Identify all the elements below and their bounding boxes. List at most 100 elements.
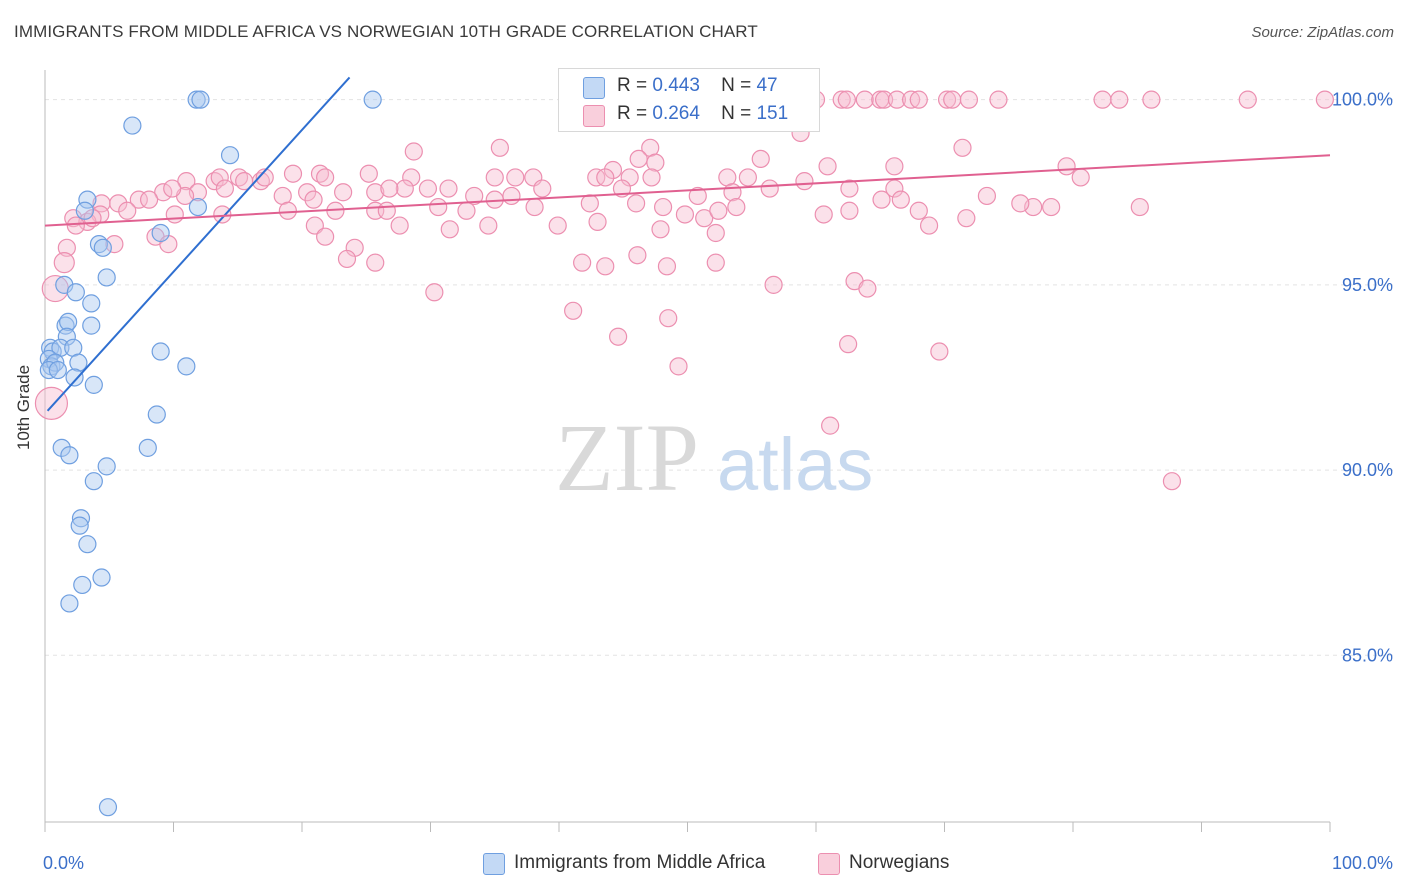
data-point — [930, 342, 949, 361]
data-point — [46, 353, 65, 372]
data-point — [840, 201, 859, 220]
data-point — [764, 275, 783, 294]
data-point — [93, 238, 112, 257]
data-point — [59, 312, 78, 332]
data-point — [390, 216, 409, 235]
data-point — [675, 205, 695, 224]
data-point — [502, 186, 521, 206]
data-point — [629, 149, 648, 169]
watermark-atlas: atlas — [717, 423, 873, 506]
data-point — [84, 472, 103, 491]
data-point — [278, 201, 297, 220]
data-point — [959, 90, 979, 109]
data-point — [57, 238, 76, 257]
trend-lines — [44, 76, 1331, 412]
bottom-legend-swatch-blue — [483, 853, 505, 875]
chart-title: IMMIGRANTS FROM MIDDLE AFRICA VS NORWEGI… — [14, 22, 758, 41]
data-point — [235, 172, 254, 191]
data-point — [688, 186, 707, 206]
data-point — [506, 168, 525, 187]
data-point — [366, 183, 385, 202]
data-point — [316, 168, 335, 187]
data-point — [837, 90, 856, 109]
data-point — [751, 149, 770, 169]
trend-line-blue — [46, 76, 351, 412]
data-point — [123, 116, 142, 135]
data-point — [485, 168, 504, 187]
data-point — [82, 316, 101, 335]
data-point — [48, 360, 67, 380]
data-point — [366, 253, 385, 272]
data-point — [596, 257, 615, 276]
data-point — [60, 446, 79, 465]
data-point — [105, 235, 124, 254]
data-point — [139, 190, 159, 209]
data-point — [97, 268, 116, 287]
y-tick-label: 85.0% — [1342, 645, 1393, 665]
data-point — [669, 357, 688, 376]
data-point — [154, 183, 173, 202]
data-point — [760, 179, 779, 198]
data-point — [34, 386, 69, 420]
data-point — [1042, 197, 1061, 217]
data-point — [651, 220, 670, 239]
data-point — [937, 90, 957, 109]
legend-text-blue: R = 0.443 N = 47 — [617, 75, 778, 96]
data-point — [359, 164, 378, 183]
data-point — [479, 216, 498, 235]
data-point — [418, 179, 438, 198]
data-point — [832, 90, 851, 109]
data-point — [891, 190, 910, 209]
data-point — [1011, 194, 1030, 213]
data-point — [165, 205, 184, 224]
legend-text-pink: R = 0.264 N = 151 — [617, 103, 789, 124]
data-point — [657, 257, 677, 276]
data-point — [402, 168, 421, 187]
data-point — [66, 216, 85, 235]
data-point — [858, 279, 877, 298]
middle-africa-points — [39, 90, 382, 817]
data-point — [953, 138, 972, 157]
data-point — [283, 164, 303, 183]
data-point — [151, 223, 170, 243]
data-point — [1093, 90, 1112, 109]
data-point — [821, 416, 840, 435]
data-point — [53, 252, 75, 274]
data-point — [977, 186, 997, 206]
data-point — [305, 216, 324, 235]
y-tick-label: 100.0% — [1332, 90, 1393, 110]
data-point — [163, 179, 182, 198]
data-point — [97, 457, 116, 476]
data-point — [177, 172, 196, 191]
data-point — [855, 90, 874, 109]
data-point — [151, 342, 170, 361]
data-point — [465, 186, 484, 206]
data-point — [377, 201, 396, 220]
legend-swatch-blue — [583, 77, 605, 99]
data-point — [659, 309, 678, 328]
data-point — [304, 190, 323, 209]
data-point — [429, 197, 448, 217]
data-point — [642, 168, 661, 187]
y-axis-label: 10th Grade — [14, 364, 33, 450]
data-point — [457, 201, 476, 220]
data-point — [220, 146, 240, 165]
data-point — [1071, 168, 1090, 187]
data-point — [316, 227, 335, 246]
data-point — [92, 568, 111, 587]
data-point — [78, 535, 97, 554]
data-point — [872, 190, 891, 209]
legend-swatch-pink — [583, 105, 605, 127]
data-point — [738, 168, 757, 187]
data-point — [1110, 90, 1129, 109]
data-point — [943, 90, 962, 109]
data-point — [564, 301, 583, 320]
data-point — [1142, 90, 1161, 109]
x-tick-label: 0.0% — [43, 853, 84, 873]
data-point — [69, 353, 88, 372]
data-point — [653, 197, 673, 217]
data-point — [706, 223, 725, 243]
data-point — [596, 168, 615, 187]
data-point — [395, 179, 414, 198]
